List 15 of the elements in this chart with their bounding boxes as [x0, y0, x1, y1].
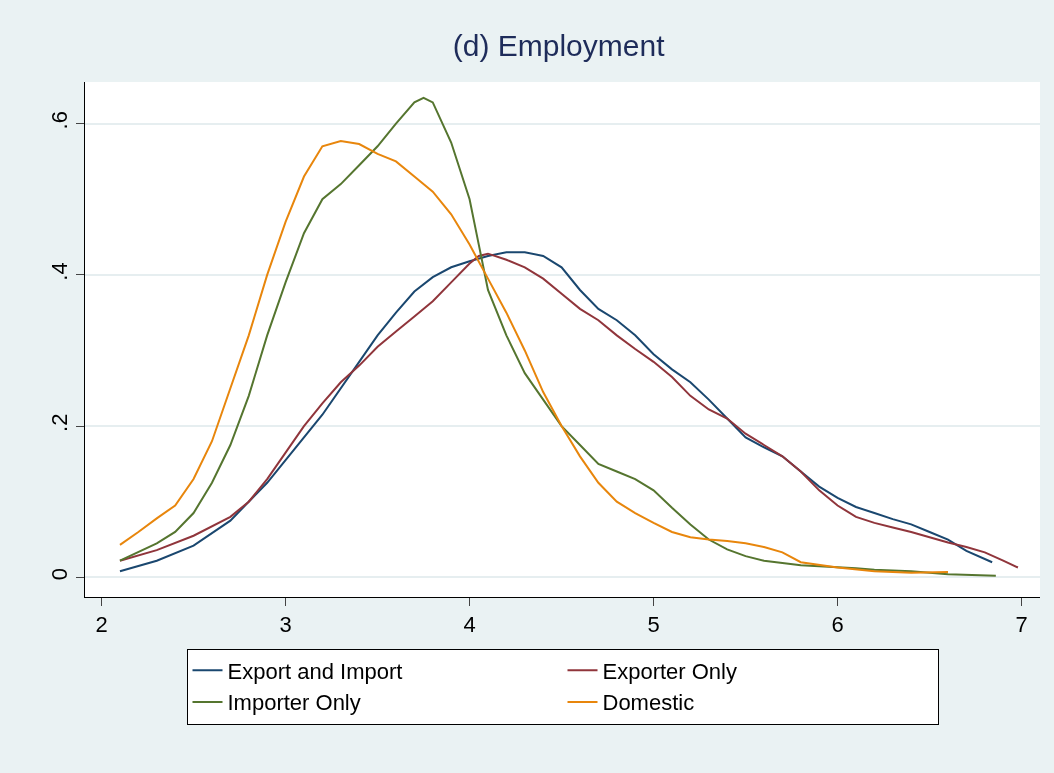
x-tick-label: 7: [1015, 612, 1028, 638]
x-tick-label: 5: [647, 612, 660, 638]
x-tick-label: 2: [95, 612, 108, 638]
x-tick-label: 4: [463, 612, 476, 638]
y-tick-label: 0: [47, 567, 73, 581]
y-tick-label: .2: [47, 413, 73, 432]
legend-label: Exporter Only: [602, 658, 737, 684]
chart-title: (d) Employment: [452, 28, 666, 62]
legend-label: Domestic: [602, 690, 695, 716]
legend-label: Export and Import: [227, 658, 403, 684]
legend-label: Importer Only: [227, 690, 361, 716]
x-tick-label: 3: [279, 612, 292, 638]
x-tick-label: 6: [831, 612, 844, 638]
y-tick-label: .4: [47, 262, 73, 281]
y-tick-label: .6: [47, 111, 73, 130]
